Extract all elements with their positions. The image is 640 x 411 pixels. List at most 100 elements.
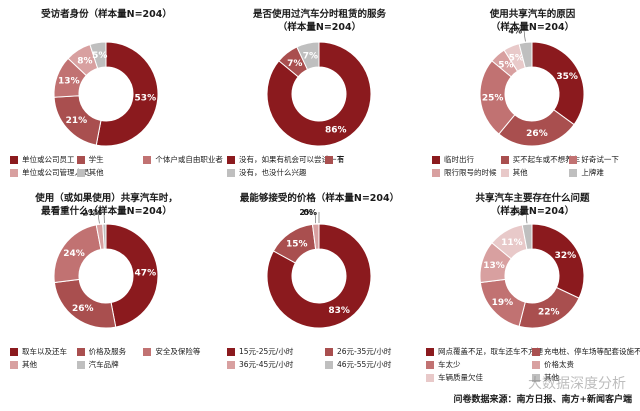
slice-value-label: 25% xyxy=(482,94,504,104)
legend-item: 车太少 xyxy=(426,359,461,370)
data-source-note: 问卷数据来源：南方日报、南方+新闻客户端 xyxy=(453,395,632,405)
donut-chart: 53% 21% 13% 8%5% xyxy=(53,41,159,147)
legend-label: 其他 xyxy=(512,168,528,177)
slice-value-label: 26% xyxy=(72,304,94,314)
slice-value-label: 5% xyxy=(509,54,524,64)
legend-label: 价格太贵 xyxy=(544,360,574,369)
legend-item: 单位或公司员工 xyxy=(10,154,75,165)
slice-value-label: 13% xyxy=(58,77,80,87)
slice-value-label: 7% xyxy=(287,59,302,69)
legend-label: 买不起车或不想养车 xyxy=(512,155,581,164)
slice-value-label: 8% xyxy=(77,57,92,67)
legend-swatch xyxy=(10,347,18,356)
legend-item: 其他 xyxy=(532,372,559,383)
legend-label: 46元-55元/小时 xyxy=(337,360,392,369)
chart-title: 是否使用过汽车分时租赁的服务 （样本量N=204） xyxy=(252,9,386,33)
legend-label: 网点覆盖不足，取车还车不方便 xyxy=(438,347,543,356)
legend-label: 取车以及还车 xyxy=(22,347,67,356)
legend-label: 充电桩、停车场等配套设施不齐全 xyxy=(544,347,640,356)
slice-value-label: 2% xyxy=(299,208,313,217)
legend-item: 车辆质量欠佳 xyxy=(426,372,483,383)
slice-value-label: 3% xyxy=(510,208,524,217)
donut-slice xyxy=(521,223,533,251)
donut-slice xyxy=(296,41,320,71)
legend-label: 有 xyxy=(337,155,345,164)
chart-legend: 临时出行 买不起车或不想养车 好奇试一下 限行限号的时候 其他 上牌难 xyxy=(432,154,638,194)
legend-item: 网点覆盖不足，取车还车不方便 xyxy=(426,346,543,357)
legend-swatch xyxy=(500,155,509,164)
donut-slice xyxy=(266,223,372,329)
slice-value-label: 83% xyxy=(328,306,350,316)
legend-item: 充电桩、停车场等配套设施不齐全 xyxy=(532,346,640,357)
chart-legend: 取车以及还车 价格及服务 安全及保险等 其他 汽车品牌 xyxy=(10,346,210,386)
legend-label: 36元-45元/小时 xyxy=(239,360,294,369)
legend-label: 没有，如果有机会可以尝试一下 xyxy=(239,155,344,164)
legend-swatch xyxy=(76,168,85,177)
chart-title: 最能够接受的价格（样本量N=204） xyxy=(239,193,400,204)
legend-label: 其他 xyxy=(22,360,37,369)
slice-value-label: 22% xyxy=(538,308,560,318)
leader-line xyxy=(525,212,528,224)
donut-slice xyxy=(95,41,159,147)
legend-swatch xyxy=(532,347,540,356)
legend-label: 26元-35元/小时 xyxy=(337,347,392,356)
chart-title: 受访者身份（样本量N=204） xyxy=(41,9,172,20)
chart-legend: 单位或公司员工 学生 个体户或自由职业者 单位或公司管理人员 其他 xyxy=(10,154,223,194)
legend-item: 其他 xyxy=(76,167,104,178)
legend-item: 其他 xyxy=(500,167,528,178)
legend-swatch xyxy=(325,360,333,369)
watermark-text: 大数据深度分析 xyxy=(528,376,626,392)
slice-value-label: 5% xyxy=(92,51,107,61)
legend-item: 36元-45元/小时 xyxy=(227,359,293,370)
slice-value-label: 15% xyxy=(286,239,308,249)
slice-value-label: 5% xyxy=(498,60,513,70)
legend-swatch xyxy=(10,360,18,369)
legend-label: 好奇试一下 xyxy=(581,155,619,164)
legend-swatch xyxy=(569,155,578,164)
legend-item: 学生 xyxy=(76,154,104,165)
legend-swatch xyxy=(143,347,152,356)
slice-value-label: 13% xyxy=(483,261,505,271)
slice-value-label: 21% xyxy=(66,116,88,126)
legend-swatch xyxy=(227,168,235,177)
chart-title: 使用（或如果使用）共享汽车时， 最看重什么（样本量N=204） xyxy=(35,193,178,217)
chart-title: 共享汽车主要存在什么问题 （样本量N=204） xyxy=(475,193,590,217)
legend-item: 没有，也没什么兴趣 xyxy=(227,167,307,178)
legend-swatch xyxy=(426,360,434,369)
legend-item: 有 xyxy=(325,154,345,165)
legend-swatch xyxy=(10,168,18,177)
chart-title: 使用共享汽车的原因 （样本量N=204） xyxy=(489,9,576,33)
donut-slice xyxy=(102,223,107,250)
leader-line xyxy=(97,212,100,224)
donut-chart: 32% 22% 19% 13% 11% 3% xyxy=(479,208,585,329)
donut-slice xyxy=(531,41,585,126)
legend-item: 其他 xyxy=(10,359,37,370)
legend-item: 临时出行 xyxy=(432,154,474,165)
legend-item: 没有，如果有机会可以尝试一下 xyxy=(227,154,344,165)
legend-swatch xyxy=(432,155,440,164)
legend-item: 个体户或自由职业者 xyxy=(143,154,223,165)
legend-swatch xyxy=(532,360,540,369)
legend-swatch xyxy=(325,155,333,164)
slice-value-label: 11% xyxy=(501,238,523,248)
legend-label: 车太少 xyxy=(438,360,461,369)
legend-label: 其他 xyxy=(544,373,559,382)
leader-line xyxy=(314,212,316,224)
legend-label: 个体户或自由职业者 xyxy=(155,155,223,164)
donut-slice xyxy=(266,41,372,147)
legend-swatch xyxy=(426,347,434,356)
legend-swatch xyxy=(432,168,440,177)
chart-panel-priorities: 使用（或如果使用）共享汽车时， 最看重什么（样本量N=204） 47% 26% 24… xyxy=(0,192,213,397)
donut-slice xyxy=(89,41,107,69)
slice-value-label: 47% xyxy=(135,268,157,278)
legend-item: 价格及服务 xyxy=(76,346,126,357)
legend-item: 汽车品牌 xyxy=(76,359,119,370)
chart-legend: 没有，如果有机会可以尝试一下有没有，也没什么兴趣 xyxy=(227,154,423,194)
legend-item: 26元-35元/小时 xyxy=(325,346,391,357)
slice-value-label: 2% xyxy=(82,209,96,218)
legend-label: 其他 xyxy=(88,168,104,177)
legend-item: 15元-25元/小时 xyxy=(227,346,293,357)
donut-chart: 35% 26% 25% 5%5% 4% xyxy=(479,27,585,147)
slice-value-label: 86% xyxy=(325,126,347,136)
